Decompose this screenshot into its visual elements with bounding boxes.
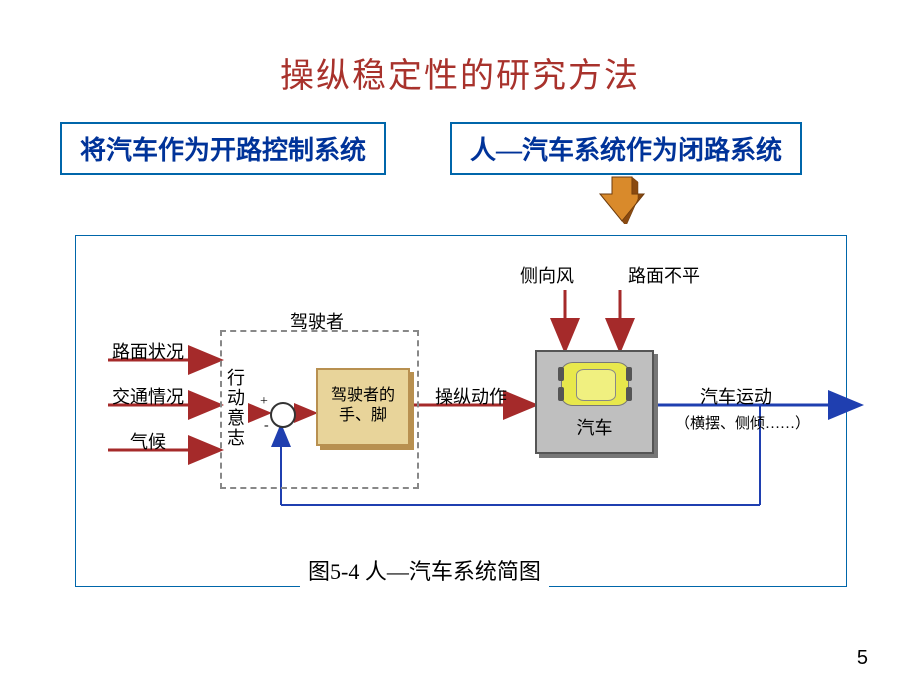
sign-plus: + <box>260 394 268 410</box>
label-output-bottom: （横摆、侧倾……） <box>675 412 810 433</box>
label-output-top: 汽车运动 <box>700 383 772 409</box>
label-sidewind: 侧向风 <box>520 262 574 288</box>
label-driver: 驾驶者 <box>290 308 344 334</box>
diagram-frame <box>75 235 847 587</box>
label-will: 行动意志 <box>226 368 246 448</box>
page-number: 5 <box>857 647 868 670</box>
car-box: 汽车 <box>535 350 654 454</box>
label-climate: 气候 <box>130 428 166 454</box>
label-handling: 操纵动作 <box>435 383 507 409</box>
slide-title: 操纵稳定性的研究方法 <box>0 48 920 97</box>
driver-hand-box: 驾驶者的 手、脚 <box>316 368 410 446</box>
figure-caption: 图5-4 人—汽车系统简图 <box>300 552 549 588</box>
open-loop-box: 将汽车作为开路控制系统 <box>60 122 386 175</box>
label-road-cond: 路面状况 <box>112 338 184 364</box>
driver-hand-l1: 驾驶者的 <box>331 387 395 404</box>
label-car: 汽车 <box>537 414 652 440</box>
sign-minus: - <box>264 418 269 434</box>
car-icon <box>561 362 629 406</box>
arrow-down-icon <box>590 174 650 224</box>
label-traffic: 交通情况 <box>112 383 184 409</box>
driver-hand-l2: 手、脚 <box>339 407 387 424</box>
label-road-uneven: 路面不平 <box>628 262 700 288</box>
sum-node <box>270 402 296 428</box>
closed-loop-box: 人—汽车系统作为闭路系统 <box>450 122 802 175</box>
